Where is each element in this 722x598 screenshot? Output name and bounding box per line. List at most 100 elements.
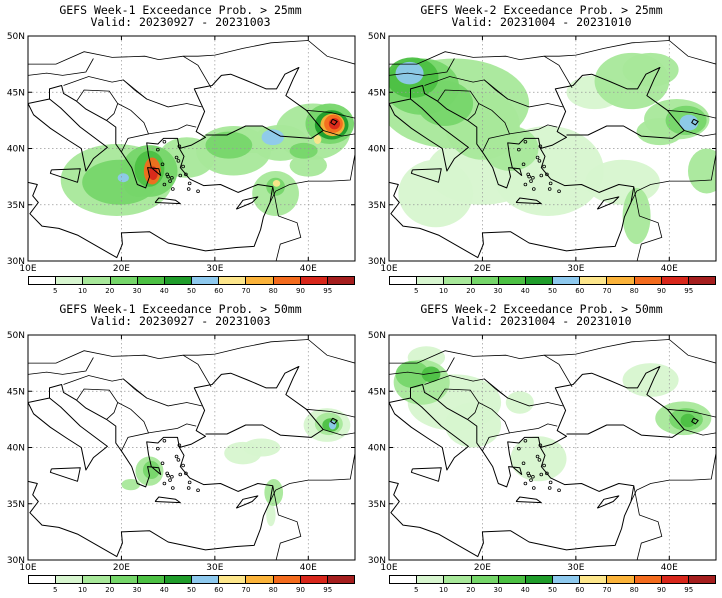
colorbar-label: 70 (241, 287, 251, 295)
colorbar-swatch (471, 277, 499, 284)
colorbar-label: 60 (214, 586, 224, 594)
colorbar-swatch (246, 277, 274, 284)
colorbar (389, 276, 716, 285)
probability-shading (272, 180, 281, 187)
country-border (437, 89, 480, 121)
colorbar-swatch (553, 576, 581, 583)
colorbar-label: 5 (53, 586, 58, 594)
coastline (389, 397, 469, 471)
country-border (437, 388, 480, 420)
probability-shading (205, 131, 253, 159)
country-border (389, 40, 716, 65)
colorbar-swatch (300, 277, 328, 284)
colorbar-label: 40 (159, 287, 169, 295)
probability-shading (417, 81, 474, 126)
country-border (323, 130, 355, 137)
lat-tick-label: 35N (7, 500, 25, 510)
probability-shading (261, 129, 284, 146)
colorbar-label: 90 (657, 586, 666, 594)
probability-shading (266, 177, 285, 196)
colorbar-swatch (498, 576, 526, 583)
colorbar (389, 575, 716, 584)
colorbar-swatch (56, 277, 84, 284)
coastline (539, 67, 685, 193)
colorbar-label: 70 (241, 586, 251, 594)
coastline (235, 495, 259, 509)
lat-tick-label: 30N (7, 556, 25, 566)
colorbar-label: 40 (520, 287, 530, 295)
lon-tick-label: 10E (19, 563, 36, 573)
country-border (323, 429, 355, 436)
country-border (478, 402, 511, 452)
lon-tick-label: 30E (206, 563, 223, 573)
country-border (543, 55, 573, 89)
panel-title: GEFS Week-2 Exceedance Prob. > 25mm (420, 3, 663, 17)
country-border (269, 154, 355, 203)
coastline (49, 85, 180, 189)
country-border (424, 76, 563, 108)
probability-shading (622, 187, 651, 245)
country-border (63, 76, 202, 108)
colorbar-label: 90 (657, 287, 666, 295)
probability-shading (622, 52, 679, 87)
country-border (630, 154, 716, 203)
coastline (330, 417, 338, 425)
colorbar-swatch (390, 277, 418, 284)
colorbar-label: 60 (575, 586, 585, 594)
country-border (28, 339, 355, 364)
lon-tick-label: 40E (661, 563, 678, 573)
lon-tick-label: 10E (380, 563, 397, 573)
probability-shading (289, 142, 318, 159)
probability-shading (266, 503, 276, 527)
lat-tick-label: 30N (7, 257, 25, 267)
country-border (148, 124, 197, 135)
colorbar-swatch (29, 576, 57, 583)
map-panel-week1-25mm: GEFS Week-1 Exceedance Prob. > 25mm Vali… (0, 0, 361, 299)
coastline (330, 118, 338, 126)
lat-tick-label: 50N (7, 331, 25, 341)
map-panel-week2-25mm: GEFS Week-2 Exceedance Prob. > 25mm Vali… (361, 0, 722, 299)
country-border (684, 130, 716, 137)
colorbar-swatch (661, 576, 689, 583)
probability-shading (328, 420, 337, 430)
colorbar-label: 5 (53, 287, 58, 295)
country-border (28, 357, 94, 375)
colorbar-swatch (137, 576, 165, 583)
coastline (154, 197, 181, 205)
colorbar-label: 10 (439, 586, 448, 594)
colorbar-label: 10 (78, 287, 87, 295)
coastline (154, 496, 181, 504)
lat-tick-label: 50N (7, 32, 25, 42)
country-border (272, 186, 302, 261)
panel-valid-dates: Valid: 20230927 - 20231003 (90, 15, 271, 29)
country-border (117, 103, 150, 153)
country-border (63, 375, 202, 407)
colorbar-swatch (246, 576, 274, 583)
colorbar-label: 30 (493, 287, 503, 295)
country-border (117, 402, 150, 452)
coastline (49, 168, 81, 183)
coastline (49, 384, 180, 488)
colorbar-swatch (634, 277, 662, 284)
lat-tick-label: 40N (368, 145, 386, 155)
country-border (182, 354, 212, 388)
coastline (178, 366, 324, 492)
colorbar-label: 20 (105, 586, 115, 594)
colorbar-swatch (580, 277, 608, 284)
colorbar-swatch (444, 576, 472, 583)
colorbar-label: 30 (132, 586, 142, 594)
colorbar-label: 80 (629, 287, 639, 295)
colorbar-label: 95 (323, 586, 333, 594)
lat-tick-label: 50N (368, 32, 386, 42)
colorbar-label: 20 (105, 287, 115, 295)
country-border (123, 378, 147, 399)
colorbar-label: 60 (214, 287, 224, 295)
colorbar-swatch (192, 277, 220, 284)
colorbar-swatch (83, 277, 111, 284)
lon-tick-label: 10E (380, 264, 397, 274)
probability-shading (680, 413, 696, 428)
colorbar-swatch (273, 277, 301, 284)
probability-shading (421, 366, 441, 383)
colorbar-label: 95 (323, 287, 333, 295)
